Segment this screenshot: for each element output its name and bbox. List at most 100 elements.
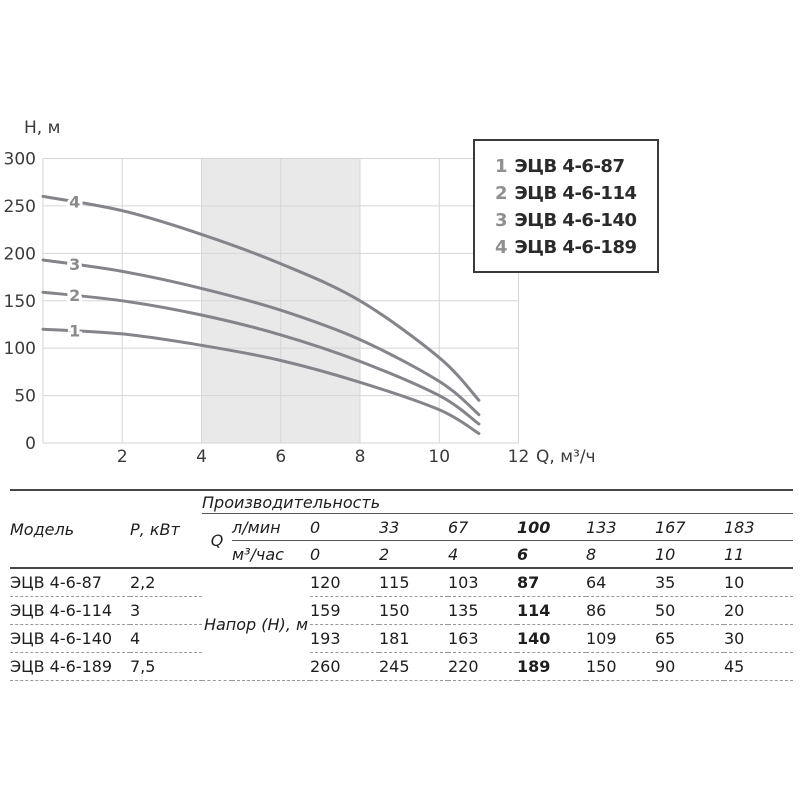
value-cell: 35: [655, 568, 724, 597]
value-cell: 181: [379, 624, 448, 653]
pump-curve-4: [41, 194, 481, 402]
value-cell: 150: [379, 596, 448, 625]
legend-item: 1 ЭЦВ 4-6-87: [495, 153, 643, 180]
value-cell: 30: [724, 624, 794, 653]
model-cell: ЭЦВ 4-6-140: [10, 624, 130, 653]
pump-curve-2: [41, 290, 481, 426]
head-value-cell: 183: [724, 513, 794, 541]
legend-model-label: ЭЦВ 4-6-87: [514, 156, 625, 177]
col-header-capacity-group: Производительность: [202, 489, 794, 514]
value-cell: 109: [586, 624, 655, 653]
value-cell: 103: [448, 568, 517, 597]
napor-label-cell: Напор (Н), м: [202, 568, 310, 681]
model-cell: ЭЦВ 4-6-114: [10, 596, 130, 625]
head-value-cell: 10: [655, 540, 724, 569]
value-cell: 87: [517, 568, 586, 597]
head-value-cell: 133: [586, 513, 655, 541]
x-tick-label: 4: [196, 447, 207, 467]
curve-number-label-2: 2: [69, 286, 80, 305]
power-cell: 3: [130, 596, 202, 625]
y-tick-label: 300: [4, 150, 36, 170]
head-value-cell: 8: [586, 540, 655, 569]
value-cell: 140: [517, 624, 586, 653]
legend-curve-number: 3: [495, 210, 508, 231]
table-row: ЭЦВ 4-6-140 4 193 181 163 140 109 65 30: [10, 624, 794, 653]
x-tick-label: 8: [355, 447, 366, 467]
value-cell: 10: [724, 568, 794, 597]
col-header-power: Р, кВт: [130, 489, 202, 569]
value-cell: 163: [448, 624, 517, 653]
table-row: ЭЦВ 4-6-189 7,5 260 245 220 189 150 90 45: [10, 652, 794, 681]
head-value-cell: 11: [724, 540, 794, 569]
head-value-cell: 0: [310, 513, 379, 541]
value-cell: 260: [310, 652, 379, 681]
value-cell: 245: [379, 652, 448, 681]
y-axis-title: Н, м: [24, 118, 60, 138]
value-cell: 159: [310, 596, 379, 625]
table-header-row-lmin: Q л/мин 0 33 67 100 133 167 183: [10, 513, 794, 569]
power-cell: 7,5: [130, 652, 202, 681]
legend-item: 3 ЭЦВ 4-6-140: [495, 207, 643, 234]
legend-item: 2 ЭЦВ 4-6-114: [495, 180, 643, 207]
pump-curves-chart: 0 50 100 150 200 250 300 2 4 6 8 10 12 Н, м Q, м³/ч 1 2 3…: [4, 118, 659, 467]
value-cell: 114: [517, 596, 586, 625]
value-cell: 90: [655, 652, 724, 681]
value-cell: 120: [310, 568, 379, 597]
table-header-row-m3: м³/час 0 2 4 6 8 10 11: [10, 540, 794, 569]
value-cell: 193: [310, 624, 379, 653]
value-cell: 135: [448, 596, 517, 625]
head-value-cell: 4: [448, 540, 517, 569]
value-cell: 65: [655, 624, 724, 653]
legend-curve-number: 1: [495, 156, 508, 177]
legend-model-label: ЭЦВ 4-6-114: [514, 183, 637, 204]
head-value-cell: 0: [310, 540, 379, 569]
col-header-q: Q: [202, 513, 232, 569]
specs-table: Модель Р, кВт Производительность Q л/мин…: [10, 489, 794, 681]
legend-item: 4 ЭЦВ 4-6-189: [495, 234, 643, 261]
head-value-cell: 6: [517, 540, 586, 569]
legend-model-label: ЭЦВ 4-6-140: [514, 210, 637, 231]
power-cell: 2,2: [130, 568, 202, 597]
x-tick-label: 2: [117, 447, 128, 467]
curve-number-label-4: 4: [69, 193, 80, 212]
col-header-model: Модель: [10, 489, 130, 569]
power-cell: 4: [130, 624, 202, 653]
head-value-cell: 100: [517, 513, 586, 541]
pump-curve-1: [41, 327, 481, 435]
legend-model-label: ЭЦВ 4-6-189: [514, 237, 637, 258]
y-tick-label: 250: [4, 197, 36, 217]
x-tick-label: 6: [275, 447, 286, 467]
x-axis-title: Q, м³/ч: [536, 447, 596, 467]
value-cell: 86: [586, 596, 655, 625]
value-cell: 20: [724, 596, 794, 625]
y-tick-label: 50: [14, 387, 36, 407]
legend-curve-number: 4: [495, 237, 508, 258]
model-cell: ЭЦВ 4-6-87: [10, 568, 130, 597]
head-value-cell: 167: [655, 513, 724, 541]
legend-curve-number: 2: [495, 183, 508, 204]
pump-curve-3: [41, 258, 481, 417]
model-cell: ЭЦВ 4-6-189: [10, 652, 130, 681]
value-cell: 150: [586, 652, 655, 681]
y-tick-label: 0: [25, 434, 36, 454]
table-header-row: Модель Р, кВт Производительность: [10, 489, 794, 569]
y-tick-label: 100: [4, 339, 36, 359]
chart-legend: 1 ЭЦВ 4-6-87 2 ЭЦВ 4-6-114 3 ЭЦВ 4-6-140 4 ЭЦВ …: [473, 139, 659, 273]
table-row: ЭЦВ 4-6-114 3 159 150 135 114 86 50 20: [10, 596, 794, 625]
head-value-cell: 67: [448, 513, 517, 541]
y-tick-label: 200: [4, 244, 36, 264]
value-cell: 220: [448, 652, 517, 681]
curve-number-label-3: 3: [69, 255, 80, 274]
curve-number-label-1: 1: [69, 322, 80, 341]
x-tick-label: 10: [428, 447, 450, 467]
value-cell: 50: [655, 596, 724, 625]
head-value-cell: 2: [379, 540, 448, 569]
head-value-cell: 33: [379, 513, 448, 541]
value-cell: 45: [724, 652, 794, 681]
y-tick-label: 150: [4, 292, 36, 312]
value-cell: 64: [586, 568, 655, 597]
unit-label-m3chas: м³/час: [232, 540, 310, 569]
value-cell: 115: [379, 568, 448, 597]
